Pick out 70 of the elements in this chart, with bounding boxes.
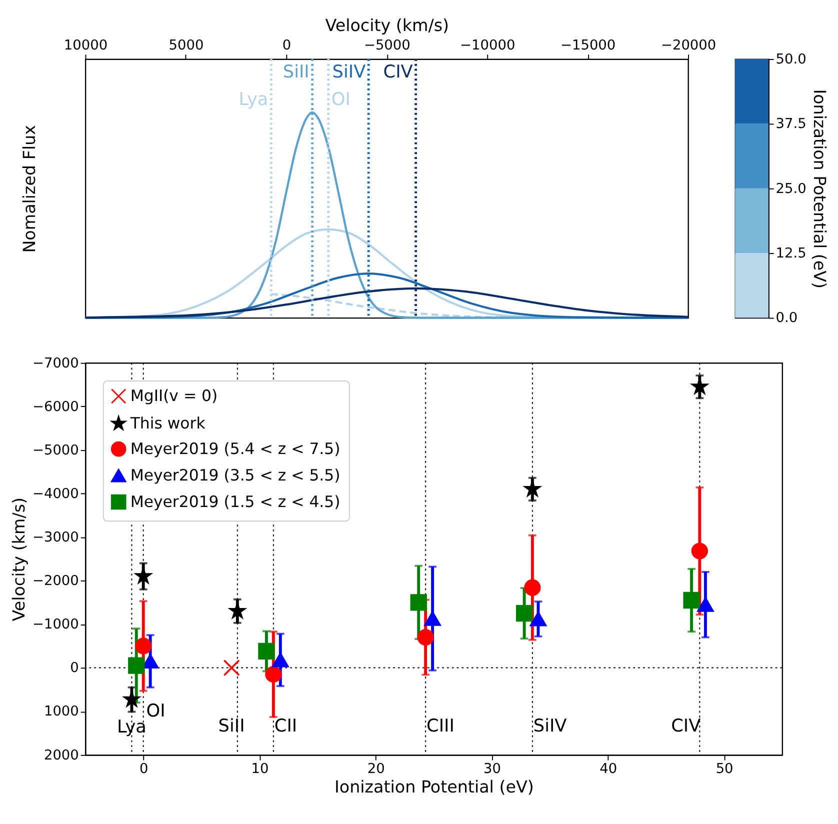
x-tick-label: 50 xyxy=(716,761,734,778)
color-bar-title: Ionization Potential (eV) xyxy=(810,89,830,289)
y-tick-label: 2000 xyxy=(44,747,79,764)
x-tick-label: 30 xyxy=(484,761,501,778)
point xyxy=(691,542,708,560)
color-bar-label: 37.5 xyxy=(776,116,806,132)
y-tick-label: −4000 xyxy=(32,486,79,502)
point xyxy=(683,592,700,609)
legend-label: MgII(v = 0) xyxy=(130,386,218,406)
y-tick-label: −1000 xyxy=(32,616,79,633)
x-tick-label: −5000 xyxy=(364,38,410,54)
y-axis-title: Velocity (km/s) xyxy=(10,497,29,622)
ref-line-label: Lya xyxy=(117,717,146,738)
legend-label: Meyer2019 (3.5 < z < 5.5) xyxy=(130,465,340,484)
x-tick-label: −15000 xyxy=(560,38,616,54)
ref-line-label: SiIV xyxy=(332,62,366,83)
x-tick-label: −20000 xyxy=(660,38,716,54)
ref-line-label: CIV xyxy=(383,62,413,83)
y-tick-label: −5000 xyxy=(32,442,79,458)
ref-line-label: OI xyxy=(146,702,166,722)
y-tick-label: −3000 xyxy=(32,530,79,546)
point xyxy=(272,652,289,668)
ref-line-label: CIII xyxy=(426,716,454,736)
ref-line-label: SiII xyxy=(218,716,245,736)
point xyxy=(530,612,547,626)
ref-line-label: Lya xyxy=(238,90,268,110)
ref-line-label: SiII xyxy=(282,62,310,83)
point xyxy=(258,642,275,660)
point xyxy=(128,657,145,674)
point xyxy=(265,666,282,683)
point xyxy=(524,579,541,596)
y-tick-label: −2000 xyxy=(32,573,79,590)
x-tick-label: 0 xyxy=(139,761,148,778)
ref-line-label: SiIV xyxy=(533,716,567,736)
ref-line-label: OI xyxy=(331,90,350,110)
color-bar-label: 25.0 xyxy=(776,180,806,197)
x-axis-title: Velocity (km/s) xyxy=(325,16,450,36)
point xyxy=(417,628,434,646)
color-bar-label: 50.0 xyxy=(776,51,806,68)
point xyxy=(223,659,240,676)
color-bar-label: 12.5 xyxy=(776,245,806,262)
x-tick-label: 40 xyxy=(600,761,618,778)
x-tick-label: 10000 xyxy=(64,38,108,54)
point xyxy=(692,378,708,394)
point xyxy=(135,568,152,584)
x-axis-title: Ionization Potential (eV) xyxy=(334,778,534,797)
point xyxy=(135,638,152,654)
point xyxy=(697,597,714,612)
color-bar-label: 0.0 xyxy=(776,310,798,326)
ref-line-label: CIV xyxy=(671,716,701,736)
y-tick-label: 0 xyxy=(70,660,79,676)
legend-label: This work xyxy=(129,414,206,433)
x-tick-label: 0 xyxy=(282,38,292,54)
x-tick-label: 10 xyxy=(251,761,269,778)
y-tick-label: −6000 xyxy=(32,398,79,415)
point xyxy=(516,605,533,622)
point xyxy=(124,691,140,706)
legend-label: Meyer2019 (5.4 < z < 7.5) xyxy=(130,438,340,458)
x-tick-label: 5000 xyxy=(168,38,204,54)
point xyxy=(524,480,540,496)
ref-line-label: CII xyxy=(274,716,298,736)
y-tick-label: −7000 xyxy=(32,355,79,372)
point xyxy=(410,594,427,611)
point xyxy=(424,611,441,626)
y-tick-label: 1000 xyxy=(44,704,79,720)
x-tick-label: 20 xyxy=(367,761,385,778)
y-axis-title: Nomalized Flux xyxy=(20,124,39,253)
legend-label: Meyer2019 (1.5 < z < 4.5) xyxy=(130,492,340,511)
point xyxy=(229,602,246,618)
x-tick-label: −10000 xyxy=(460,38,516,54)
